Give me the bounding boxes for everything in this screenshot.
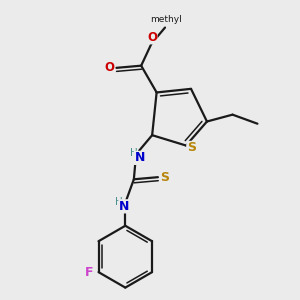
Text: N: N (134, 152, 145, 164)
Text: F: F (85, 266, 93, 279)
Text: methyl: methyl (151, 15, 182, 24)
Text: H: H (130, 148, 138, 158)
Text: S: S (160, 171, 169, 184)
Text: O: O (147, 31, 157, 44)
Text: O: O (105, 61, 115, 74)
Text: N: N (119, 200, 129, 213)
Text: H: H (115, 196, 123, 207)
Text: S: S (187, 141, 196, 154)
